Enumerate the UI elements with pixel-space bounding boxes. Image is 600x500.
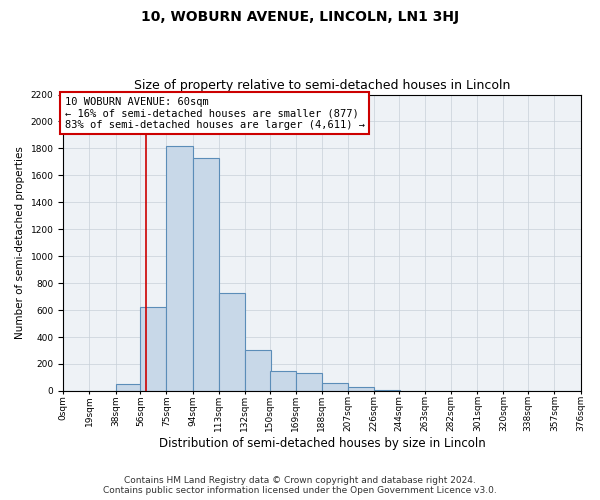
Bar: [374, 390, 400, 391]
Bar: [322, 383, 348, 391]
Bar: [116, 384, 142, 391]
Bar: [269, 370, 296, 391]
Text: Contains HM Land Registry data © Crown copyright and database right 2024.
Contai: Contains HM Land Registry data © Crown c…: [103, 476, 497, 495]
Bar: [348, 387, 374, 391]
Text: 10 WOBURN AVENUE: 60sqm
← 16% of semi-detached houses are smaller (877)
83% of s: 10 WOBURN AVENUE: 60sqm ← 16% of semi-de…: [65, 96, 365, 130]
Text: 10, WOBURN AVENUE, LINCOLN, LN1 3HJ: 10, WOBURN AVENUE, LINCOLN, LN1 3HJ: [141, 10, 459, 24]
Bar: [245, 350, 271, 391]
Bar: [140, 308, 166, 391]
Bar: [296, 374, 322, 391]
Bar: [193, 158, 219, 391]
X-axis label: Distribution of semi-detached houses by size in Lincoln: Distribution of semi-detached houses by …: [158, 437, 485, 450]
Y-axis label: Number of semi-detached properties: Number of semi-detached properties: [15, 146, 25, 339]
Bar: [166, 146, 193, 391]
Title: Size of property relative to semi-detached houses in Lincoln: Size of property relative to semi-detach…: [134, 79, 510, 92]
Bar: [219, 292, 245, 391]
